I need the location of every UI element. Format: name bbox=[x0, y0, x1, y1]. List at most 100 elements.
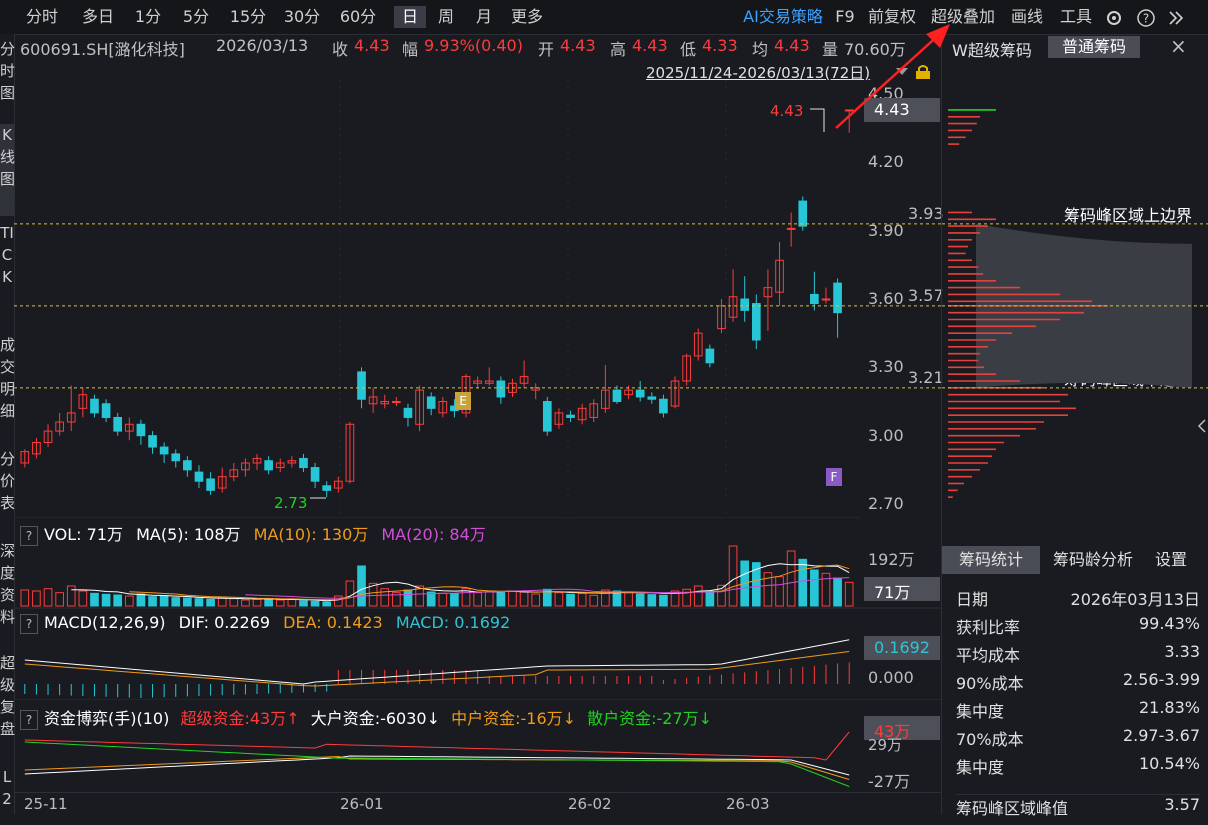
chevron-left-icon[interactable] bbox=[1196, 418, 1208, 434]
x-tick-jan: 26-01 bbox=[340, 795, 384, 813]
nav-item-price-table[interactable]: 分价表 bbox=[0, 450, 16, 512]
volume-chart[interactable] bbox=[14, 542, 941, 610]
tab-chip-settings[interactable]: 设置 bbox=[1154, 550, 1187, 569]
nav-item-tick[interactable]: TICK bbox=[0, 224, 14, 286]
super-overlay-button[interactable]: 超级叠加 bbox=[930, 7, 995, 26]
capital-value-tag-text: 43万 bbox=[874, 722, 911, 741]
low-price-callout: 2.73 bbox=[274, 494, 308, 512]
nav-item-trade-detail[interactable]: 成交明细 bbox=[0, 336, 16, 420]
double-chevron-right-icon[interactable] bbox=[1166, 8, 1186, 28]
period-tab[interactable]: 周 bbox=[437, 7, 454, 26]
tab-chip-stats[interactable]: 筹码统计 bbox=[942, 546, 1040, 574]
macd-chart[interactable] bbox=[14, 634, 941, 700]
period-tab[interactable]: 日 bbox=[394, 6, 426, 28]
volume-bar bbox=[438, 592, 448, 607]
candle-body bbox=[496, 380, 506, 398]
capital-help-icon[interactable]: ? bbox=[20, 710, 38, 730]
candle-body bbox=[183, 460, 192, 471]
volume-bar bbox=[566, 593, 575, 607]
volume-bar bbox=[380, 588, 390, 607]
volume-bar bbox=[299, 600, 308, 607]
kline-chart[interactable] bbox=[14, 80, 941, 518]
candle-body bbox=[113, 416, 123, 432]
vol-ma20-label: MA(20): 84万 bbox=[381, 525, 486, 544]
candle-body bbox=[635, 389, 645, 398]
candle-body bbox=[171, 453, 181, 462]
period-tab[interactable]: 15分 bbox=[229, 7, 267, 26]
volume-bar bbox=[461, 588, 471, 607]
volume-bar bbox=[612, 590, 622, 607]
period-tab[interactable]: 更多 bbox=[510, 7, 543, 26]
candle-body bbox=[821, 298, 831, 301]
period-tab[interactable]: 30分 bbox=[283, 7, 321, 26]
volume-ma-line bbox=[129, 564, 850, 601]
f9-button[interactable]: F9 bbox=[835, 7, 855, 26]
nav-item-kline[interactable]: K线图 bbox=[0, 124, 15, 216]
volume-bar bbox=[589, 594, 599, 607]
lock-icon[interactable] bbox=[914, 64, 932, 80]
volume-bar bbox=[287, 598, 297, 607]
candle-body bbox=[136, 423, 146, 437]
chip-line-value: 3.21 bbox=[908, 367, 944, 387]
volume-bar bbox=[171, 597, 181, 607]
period-tab[interactable]: 多日 bbox=[81, 7, 114, 26]
tab-chip-age[interactable]: 筹码龄分析 bbox=[1052, 550, 1133, 569]
stat-key: 集中度 bbox=[956, 702, 1005, 721]
volume-bar bbox=[159, 595, 169, 607]
adjust-price-button[interactable]: 前复权 bbox=[867, 7, 916, 26]
help-icon[interactable]: ? bbox=[1136, 8, 1156, 28]
quote-date: 2026/03/13 bbox=[216, 36, 309, 55]
period-tab[interactable]: 1分 bbox=[134, 7, 162, 26]
macd-help-icon[interactable]: ? bbox=[20, 614, 38, 634]
volume-bar bbox=[577, 592, 587, 607]
ai-strategy-button[interactable]: AI交易策略 bbox=[743, 7, 823, 26]
stat-value: 3.57 bbox=[1164, 795, 1200, 814]
volume-bar bbox=[136, 593, 146, 607]
capital-header: ? 资金博弈(手)(10) 超级资金:43万↑ 大户资金:-6030↓ 中户资金:… bbox=[20, 705, 712, 730]
candle-body bbox=[717, 305, 726, 330]
volume-help-icon[interactable]: ? bbox=[20, 526, 38, 546]
capital-chart[interactable] bbox=[14, 726, 941, 792]
volume-bar bbox=[717, 584, 726, 607]
nav-item-depth-data[interactable]: 深度资料 bbox=[0, 542, 16, 626]
volume-bar bbox=[252, 598, 262, 607]
candle-body bbox=[310, 467, 320, 482]
volume-bar bbox=[194, 598, 204, 607]
nav-item-timeshare[interactable]: 分时图 bbox=[0, 40, 16, 102]
period-tab[interactable]: 5分 bbox=[182, 7, 210, 26]
candle-body bbox=[345, 423, 355, 482]
nav-item-l2[interactable]: L2 bbox=[2, 768, 12, 808]
gear-icon[interactable] bbox=[1104, 8, 1124, 28]
volume-bar bbox=[693, 585, 703, 607]
volume-bar bbox=[275, 599, 285, 607]
annotation-arrow bbox=[835, 24, 950, 129]
event-marker-e[interactable]: E bbox=[455, 392, 471, 410]
close-icon[interactable]: × bbox=[1170, 34, 1187, 58]
candle-body bbox=[682, 355, 691, 382]
tab-w-super-chips[interactable]: W超级筹码 bbox=[952, 41, 1032, 60]
chip-line-value: 3.57 bbox=[908, 285, 944, 305]
chip-distribution-panel: W超级筹码 普通筹码 × 筹码统计 筹码龄分析 设置 日期 2026年03月13日… bbox=[941, 34, 1208, 818]
stat-value: 99.43% bbox=[1138, 614, 1200, 633]
nav-item-super-review[interactable]: 超级复盘 bbox=[0, 654, 16, 738]
stat-row: 70%成本 2.97-3.67 bbox=[956, 726, 1200, 754]
candle-body bbox=[78, 394, 88, 409]
period-tab[interactable]: 60分 bbox=[339, 7, 377, 26]
period-tab[interactable]: 分时 bbox=[25, 7, 58, 26]
macd-title: MACD(12,26,9) bbox=[44, 613, 166, 632]
volume-bar bbox=[357, 565, 366, 607]
last-price-callout-text: 4.43 bbox=[770, 102, 804, 120]
event-marker-f[interactable]: F bbox=[826, 468, 842, 486]
stat-row: 90%成本 2.56-3.99 bbox=[956, 670, 1200, 698]
stat-value: 21.83% bbox=[1138, 698, 1200, 717]
date-range[interactable]: 2025/11/24-2026/03/13(72日) bbox=[646, 64, 871, 82]
draw-line-button[interactable]: 画线 bbox=[1010, 7, 1043, 26]
high-label: 高 bbox=[610, 40, 627, 59]
volume-bar bbox=[333, 595, 343, 607]
stat-row-peak: 筹码峰区域峰值 3.57 bbox=[956, 794, 1200, 825]
price-tick: 3.00 bbox=[868, 425, 904, 445]
volume-bar bbox=[624, 592, 633, 607]
tools-button[interactable]: 工具 bbox=[1059, 7, 1092, 26]
period-tab[interactable]: 月 bbox=[475, 7, 492, 26]
tab-normal-chips[interactable]: 普通筹码 bbox=[1048, 36, 1140, 58]
